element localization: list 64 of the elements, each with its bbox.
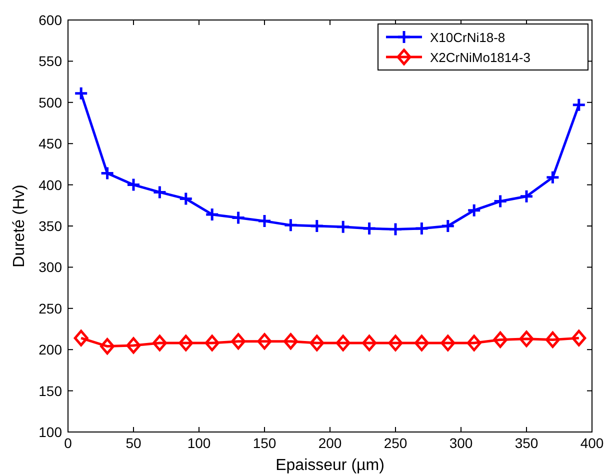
- x-tick-label: 250: [384, 435, 408, 451]
- point: [257, 214, 272, 228]
- y-tick-label: 300: [38, 259, 62, 276]
- point: [283, 218, 298, 232]
- point: [519, 330, 534, 348]
- point: [310, 218, 324, 234]
- point: [231, 333, 246, 350]
- point: [440, 334, 456, 352]
- point: [74, 330, 88, 346]
- point: [336, 220, 350, 234]
- point: [440, 218, 456, 234]
- point: [100, 338, 115, 355]
- point: [362, 221, 377, 236]
- point: [204, 207, 220, 222]
- point: [152, 334, 167, 352]
- point: [74, 86, 88, 101]
- point: [414, 334, 429, 352]
- point: [545, 331, 560, 348]
- point: [493, 194, 508, 209]
- point: [126, 178, 141, 192]
- y-tick-label: 550: [38, 53, 62, 70]
- y-tick-label: 450: [38, 136, 62, 152]
- legend-label: X2CrNiMo1814-3: [430, 50, 530, 65]
- point: [310, 334, 324, 352]
- y-tick-label: 200: [38, 342, 62, 358]
- x-tick-label: 50: [126, 435, 142, 451]
- point: [257, 333, 272, 350]
- y-tick-label: 400: [38, 176, 62, 193]
- point: [178, 334, 194, 352]
- y-tick-label: 600: [38, 12, 62, 28]
- point: [283, 333, 298, 350]
- point: [100, 166, 115, 181]
- point: [545, 170, 560, 185]
- point: [572, 98, 586, 112]
- x-tick-label: 200: [318, 435, 342, 451]
- point: [126, 337, 141, 354]
- point: [466, 203, 482, 218]
- legend-label: X10CrNi18-8: [430, 30, 506, 45]
- y-axis-title: Dureté (Hv): [11, 184, 28, 268]
- x-axis-title: Epaisseur (µm): [276, 457, 384, 474]
- point: [336, 334, 350, 352]
- point: [152, 184, 167, 200]
- point: [519, 189, 534, 204]
- x-tick-label: 350: [514, 435, 538, 451]
- y-tick-label: 250: [38, 300, 62, 316]
- point: [204, 334, 220, 352]
- point: [388, 222, 403, 237]
- x-tick-label: 400: [580, 435, 604, 451]
- point: [178, 192, 194, 206]
- y-tick-label: 350: [38, 218, 62, 234]
- y-tick-label: 100: [38, 424, 62, 440]
- point: [388, 334, 403, 352]
- y-tick-label: 500: [38, 94, 62, 110]
- y-tick-label: 150: [38, 382, 62, 399]
- point: [414, 221, 429, 236]
- x-tick-label: 100: [187, 435, 211, 451]
- point: [572, 330, 586, 346]
- point: [493, 331, 508, 348]
- point: [466, 334, 482, 352]
- point: [362, 334, 377, 352]
- x-tick-label: 0: [64, 435, 72, 451]
- x-tick-label: 150: [252, 435, 276, 451]
- point: [231, 210, 246, 226]
- x-tick-label: 300: [449, 435, 473, 451]
